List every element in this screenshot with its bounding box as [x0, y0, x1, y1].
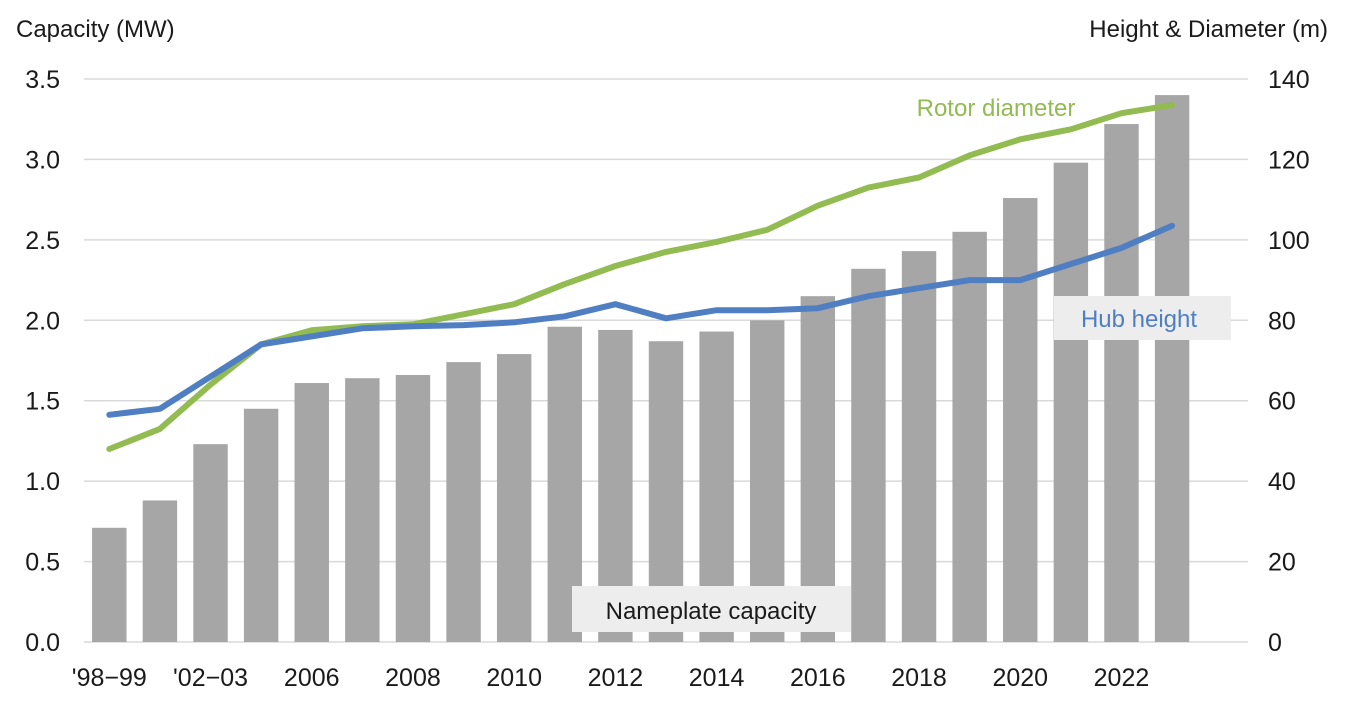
right-axis-title: Height & Diameter (m) [1089, 16, 1328, 43]
x-tick-label: 2012 [588, 664, 644, 692]
capacity-bar [395, 374, 431, 642]
right-tick-label: 20 [1268, 549, 1296, 577]
capacity-bar [1104, 124, 1139, 643]
x-tick-label: '98−99 [72, 664, 147, 692]
right-axis-ticks: 0 20 40 60 80 100 120 140 [1268, 66, 1310, 657]
right-tick-label: 60 [1268, 388, 1296, 416]
right-tick-label: 0 [1268, 629, 1282, 657]
left-tick-label: 0.5 [25, 549, 60, 577]
right-tick-label: 40 [1268, 468, 1296, 496]
left-axis-ticks: 0.0 0.5 1.0 1.5 2.0 2.5 3.0 3.5 [25, 66, 60, 657]
capacity-bar [952, 231, 987, 643]
left-tick-label: 0.0 [25, 629, 60, 657]
capacity-bars [92, 95, 1190, 643]
capacity-bar [446, 362, 481, 642]
x-tick-label: 2020 [992, 664, 1048, 692]
nameplate-capacity-label: Nameplate capacity [606, 598, 817, 625]
right-tick-label: 120 [1268, 146, 1310, 174]
capacity-bar [294, 383, 329, 642]
left-axis-title: Capacity (MW) [16, 16, 175, 43]
x-tick-label: '02−03 [173, 664, 248, 692]
capacity-bar [193, 444, 228, 642]
capacity-bar [243, 408, 279, 642]
x-tick-label: 2008 [385, 664, 441, 692]
capacity-bar [142, 500, 178, 642]
rotor-diameter-line [106, 102, 1176, 452]
x-tick-label: 2016 [790, 664, 846, 692]
left-tick-label: 3.5 [25, 66, 60, 94]
capacity-bar [345, 378, 380, 642]
x-tick-label: 2018 [891, 664, 947, 692]
hub-height-line [106, 222, 1176, 418]
hub-height-label: Hub height [1081, 306, 1197, 333]
capacity-bar [1003, 198, 1038, 642]
left-tick-label: 2.5 [25, 227, 60, 255]
right-tick-label: 140 [1268, 66, 1310, 94]
x-tick-label: 2010 [486, 664, 542, 692]
right-tick-label: 80 [1268, 307, 1296, 335]
capacity-bar [1053, 162, 1089, 642]
rotor-diameter-label: Rotor diameter [917, 95, 1076, 122]
right-tick-label: 100 [1268, 227, 1310, 255]
x-tick-label: 2022 [1094, 664, 1150, 692]
hub-height-label-bg [1054, 296, 1231, 340]
x-tick-label: 2006 [284, 664, 340, 692]
left-tick-label: 3.0 [25, 146, 60, 174]
left-tick-label: 1.5 [25, 388, 60, 416]
left-tick-label: 2.0 [25, 307, 60, 335]
x-tick-label: 2014 [689, 664, 745, 692]
capacity-bar [92, 527, 127, 642]
capacity-bar [496, 354, 532, 642]
capacity-bar [851, 268, 886, 642]
left-tick-label: 1.0 [25, 468, 60, 496]
nameplate-capacity-label-bg [572, 586, 851, 632]
capacity-bar [901, 251, 937, 643]
capacity-bar [1154, 95, 1190, 643]
x-axis-ticks: '98−99 '02−03 2006 2008 2010 2012 2014 2016 2018… [72, 664, 1149, 692]
capacity-bar [800, 296, 836, 642]
